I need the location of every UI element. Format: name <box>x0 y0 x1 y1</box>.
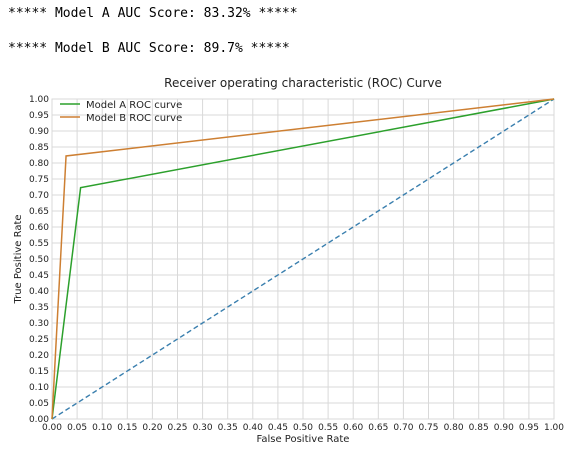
x-tick-label: 0.40 <box>243 423 263 433</box>
y-tick-label: 0.35 <box>29 303 49 313</box>
y-tick-label: 0.95 <box>29 111 49 121</box>
y-tick-label: 0.55 <box>29 239 49 249</box>
chart-title: Receiver operating characteristic (ROC) … <box>164 76 442 90</box>
x-tick-label: 0.45 <box>268 423 288 433</box>
series-line-model-a <box>51 98 555 420</box>
x-tick-label: 1.00 <box>544 423 564 433</box>
y-tick-label: 0.00 <box>29 415 49 425</box>
x-tick-label: 0.60 <box>343 423 363 433</box>
x-tick-label: 0.10 <box>92 423 112 433</box>
legend-entry: Model B ROC curve <box>86 113 182 124</box>
grid <box>51 98 555 420</box>
x-tick-label: 0.35 <box>218 423 238 433</box>
x-tick-label: 0.05 <box>67 423 87 433</box>
roc-chart: Receiver operating characteristic (ROC) … <box>13 76 564 445</box>
x-tick-label: 0.90 <box>494 423 514 433</box>
x-tick-label: 0.65 <box>368 423 388 433</box>
x-tick-label: 0.75 <box>418 423 438 433</box>
y-tick-label: 0.15 <box>29 367 49 377</box>
series-line-model-b <box>51 98 555 420</box>
y-tick-label: 0.65 <box>29 207 49 217</box>
plot-frame <box>51 98 555 420</box>
y-tick-label: 0.90 <box>29 127 49 137</box>
model-a-score-output: ***** Model A AUC Score: 83.32% ***** <box>8 6 298 21</box>
x-ticks: 0.00 0.05 0.10 0.15 0.20 0.25 0.30 0.35 0.40 0.45… <box>42 423 564 433</box>
x-tick-label: 0.55 <box>318 423 338 433</box>
y-tick-label: 0.20 <box>29 351 49 361</box>
y-axis-label: True Positive Rate <box>13 214 24 304</box>
x-tick-label: 0.25 <box>167 423 187 433</box>
y-ticks: 0.00 0.05 0.10 0.15 0.20 0.25 0.30 0.35 0.40 0.45… <box>29 95 49 425</box>
x-tick-label: 0.00 <box>42 423 62 433</box>
y-tick-label: 0.50 <box>29 255 49 265</box>
x-tick-label: 0.85 <box>469 423 489 433</box>
x-tick-label: 0.20 <box>142 423 162 433</box>
y-tick-label: 0.10 <box>29 383 49 393</box>
y-tick-label: 0.45 <box>29 271 49 281</box>
series-lines <box>51 98 555 420</box>
y-tick-label: 0.85 <box>29 143 49 153</box>
model-b-score-output: ***** Model B AUC Score: 89.7% ***** <box>8 41 290 56</box>
chance-diagonal-line <box>51 98 555 420</box>
y-tick-label: 0.60 <box>29 223 49 233</box>
y-tick-label: 0.70 <box>29 191 49 201</box>
y-tick-label: 0.30 <box>29 319 49 329</box>
y-tick-label: 0.05 <box>29 399 49 409</box>
x-tick-label: 0.95 <box>519 423 539 433</box>
y-tick-label: 0.80 <box>29 159 49 169</box>
x-axis-label: False Positive Rate <box>257 434 350 445</box>
legend: Model A ROC curve Model B ROC curve <box>60 100 182 124</box>
y-tick-label: 0.25 <box>29 335 49 345</box>
y-tick-label: 0.40 <box>29 287 49 297</box>
y-tick-label: 1.00 <box>29 95 49 105</box>
y-tick-label: 0.75 <box>29 175 49 185</box>
x-tick-label: 0.30 <box>193 423 213 433</box>
x-tick-label: 0.15 <box>117 423 137 433</box>
legend-entry: Model A ROC curve <box>86 100 182 111</box>
x-tick-label: 0.70 <box>393 423 413 433</box>
x-tick-label: 0.50 <box>293 423 313 433</box>
x-tick-label: 0.80 <box>444 423 464 433</box>
